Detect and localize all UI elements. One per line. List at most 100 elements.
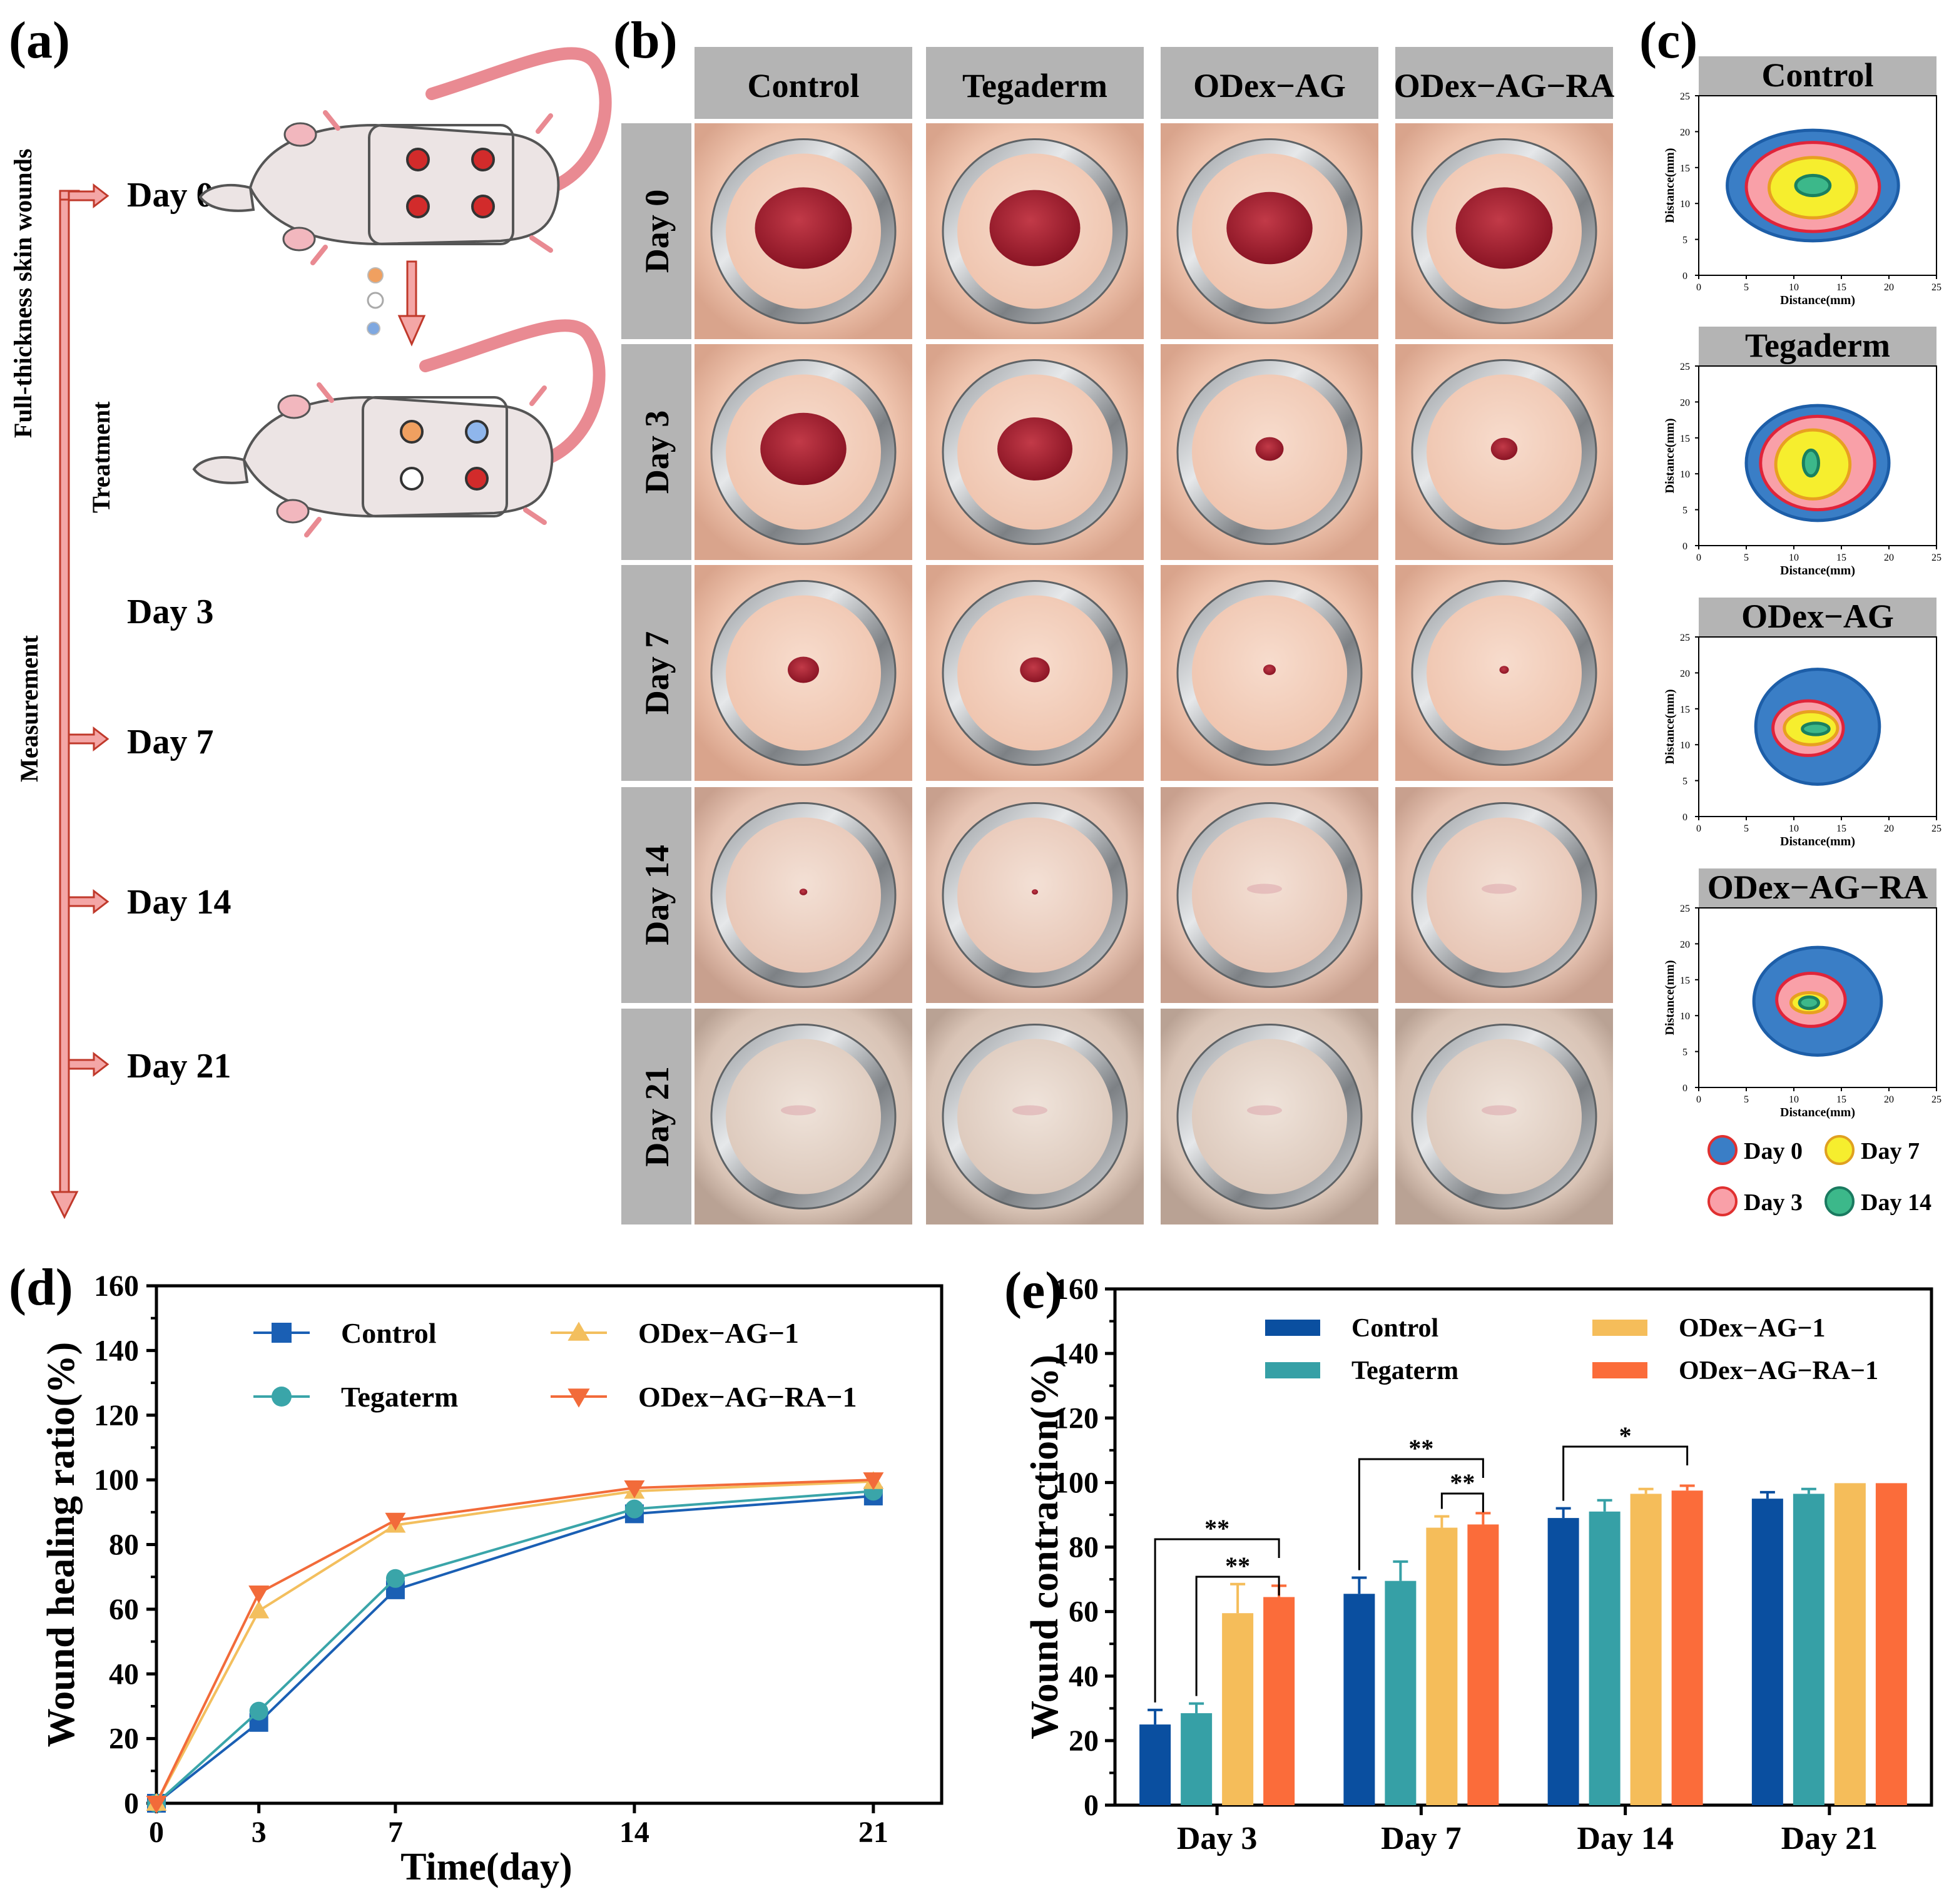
y-tick-label: 40 bbox=[1069, 1660, 1099, 1693]
y-tick-label: 20 bbox=[1680, 397, 1690, 408]
wound-photo bbox=[1161, 565, 1378, 781]
contour-map: ODex−AG−RA 00 5 5 10 10 15 15 20 20 25 25 Distance(m… bbox=[1663, 868, 1941, 1119]
y-axis-label: Distance(mm) bbox=[1663, 960, 1677, 1036]
series-line bbox=[155, 1494, 874, 1805]
photo-row-header: Day 3 bbox=[638, 410, 676, 494]
y-tick-label: 10 bbox=[1680, 469, 1690, 480]
photo-row-header-bg bbox=[621, 123, 691, 339]
contour-title: Control bbox=[1761, 56, 1873, 94]
photo-column-header-bg bbox=[1395, 47, 1613, 119]
y-axis-label: Distance(mm) bbox=[1663, 148, 1677, 223]
wound-contour bbox=[1794, 173, 1832, 198]
y-axis-label: Wound healing ratio(%) bbox=[40, 1342, 83, 1748]
photo-row-header-bg bbox=[621, 565, 691, 781]
y-tick-label: 0 bbox=[1682, 541, 1687, 552]
y-tick-label: 20 bbox=[1680, 127, 1690, 138]
ring-edge bbox=[942, 138, 1128, 324]
wound-photo bbox=[695, 123, 912, 339]
silicone-splint-ring bbox=[1413, 803, 1595, 987]
data-point bbox=[567, 1388, 590, 1408]
x-tick-label: 25 bbox=[1931, 823, 1941, 834]
silicone-splint-ring bbox=[712, 1025, 895, 1208]
photo-row-header: Day 14 bbox=[638, 845, 676, 945]
wound-area bbox=[997, 417, 1072, 481]
legend-swatch-day0 bbox=[1707, 1135, 1738, 1165]
x-tick-label: 0 bbox=[149, 1816, 164, 1849]
rat-illustration-treated bbox=[192, 319, 606, 537]
ring-edge bbox=[1411, 1024, 1597, 1209]
ring-edge bbox=[1176, 1024, 1363, 1209]
legend-label: ODex−AG−1 bbox=[638, 1317, 799, 1349]
x-tick-label: 15 bbox=[1836, 282, 1846, 293]
legend-label: ODex−AG−RA−1 bbox=[1679, 1357, 1878, 1385]
y-tick-label: 15 bbox=[1680, 434, 1690, 444]
panel-c-contour-maps: (c) Control00551010151520202525Distance(… bbox=[1639, 11, 1941, 1216]
timeline-title: Full-thickness skin wounds bbox=[9, 149, 37, 438]
wound-contour bbox=[1801, 721, 1831, 736]
y-tick-label: 40 bbox=[109, 1657, 139, 1691]
bar bbox=[1671, 1490, 1703, 1805]
bar bbox=[1222, 1613, 1254, 1805]
silicone-splint-ring bbox=[1413, 140, 1595, 323]
data-point bbox=[863, 1472, 884, 1490]
x-tick-label: 20 bbox=[1884, 1094, 1894, 1105]
y-tick-label: 160 bbox=[1054, 1273, 1099, 1306]
silicone-splint-ring bbox=[712, 581, 895, 765]
legend-label: Day 14 bbox=[1861, 1189, 1931, 1216]
data-point bbox=[146, 1796, 167, 1814]
significance-label: ** bbox=[1450, 1469, 1475, 1497]
ring-edge bbox=[710, 359, 897, 545]
significance-bracket bbox=[1154, 1538, 1280, 1703]
wound-area bbox=[1020, 657, 1050, 683]
photo-skin-background bbox=[1161, 1009, 1378, 1224]
x-tick-label: 5 bbox=[1744, 552, 1749, 563]
photo-row-header: Day 7 bbox=[638, 631, 676, 715]
wound-area bbox=[1263, 664, 1276, 675]
wound-area bbox=[989, 190, 1081, 267]
wound-photo bbox=[1395, 123, 1613, 339]
wound-photo bbox=[926, 787, 1144, 1003]
x-tick-label: 0 bbox=[1696, 282, 1701, 293]
significance-label: * bbox=[1619, 1422, 1632, 1450]
day-arrow bbox=[68, 1051, 109, 1077]
silicone-splint-ring bbox=[712, 140, 895, 323]
silicone-splint-ring bbox=[944, 581, 1126, 765]
contour-axes-frame bbox=[1698, 907, 1937, 1088]
x-tick-label: Day 7 bbox=[1381, 1821, 1462, 1856]
y-tick-label: 0 bbox=[1682, 271, 1687, 282]
photo-skin-background bbox=[926, 1009, 1144, 1224]
wound-photo bbox=[695, 787, 912, 1003]
contour-title-bg bbox=[1699, 327, 1936, 365]
bar bbox=[1385, 1581, 1417, 1805]
day-arrow bbox=[68, 726, 109, 752]
bar bbox=[1751, 1499, 1783, 1805]
wound-photo bbox=[1395, 565, 1613, 781]
y-tick-label: 15 bbox=[1680, 163, 1690, 174]
ring-edge bbox=[1411, 138, 1597, 324]
silicone-splint-ring bbox=[712, 803, 895, 987]
wound-photo bbox=[1161, 787, 1378, 1003]
y-tick-label: 10 bbox=[1680, 199, 1690, 210]
panel-label-d: (d) bbox=[9, 1258, 73, 1316]
wound-area bbox=[788, 656, 819, 683]
ring-edge bbox=[942, 580, 1128, 766]
x-tick-label: 3 bbox=[252, 1816, 267, 1849]
x-tick-label: 20 bbox=[1884, 823, 1894, 834]
data-point bbox=[248, 1600, 270, 1619]
silicone-splint-ring bbox=[1413, 360, 1595, 544]
ring-edge bbox=[710, 580, 897, 766]
y-tick-label: 140 bbox=[1054, 1337, 1099, 1370]
legend-swatch-day3 bbox=[1707, 1186, 1738, 1216]
bar bbox=[1263, 1597, 1295, 1805]
wound-area bbox=[1455, 187, 1553, 269]
ring-edge bbox=[710, 802, 897, 988]
data-point bbox=[624, 1480, 645, 1499]
ring-edge bbox=[1176, 138, 1363, 324]
wound-photo bbox=[1395, 1009, 1613, 1224]
hydrogel-samples bbox=[367, 260, 426, 347]
wound-photo bbox=[695, 565, 912, 781]
y-tick-label: 0 bbox=[1084, 1789, 1099, 1822]
x-tick-label: 25 bbox=[1931, 1094, 1941, 1105]
x-axis-label: Distance(mm) bbox=[1780, 293, 1855, 307]
x-tick-label: 5 bbox=[1744, 823, 1749, 834]
